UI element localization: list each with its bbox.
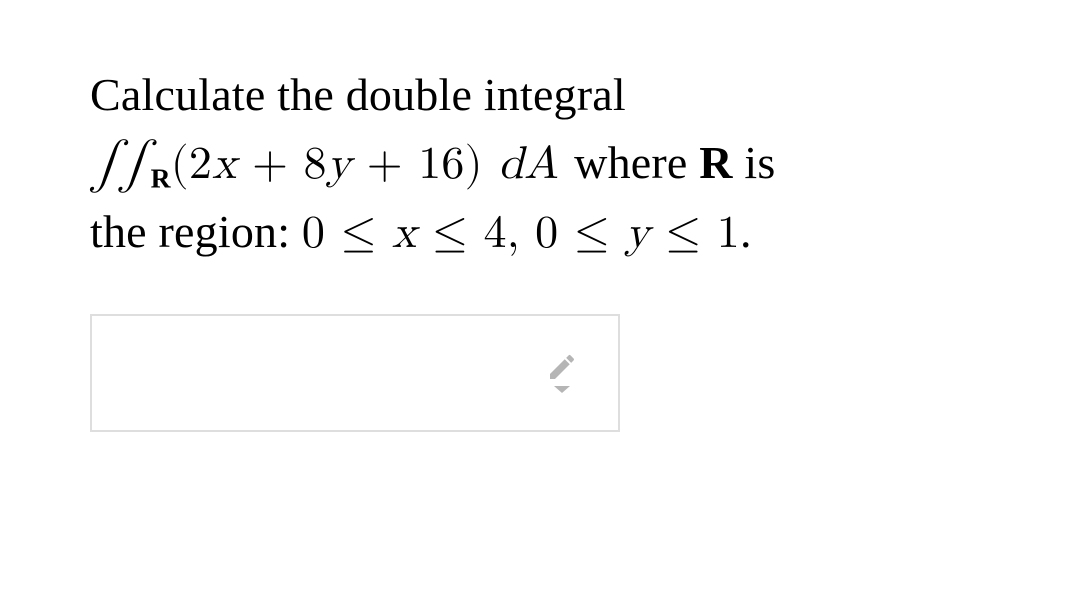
le-3: ≤ bbox=[558, 210, 625, 256]
space bbox=[483, 141, 498, 187]
period: . bbox=[740, 206, 752, 257]
zero-2: 0 bbox=[535, 210, 558, 256]
term1-coef: 2 bbox=[189, 141, 212, 187]
integral-expression: ∫∫R(2x + 8y + 16) dA bbox=[90, 141, 574, 187]
x-var: x bbox=[392, 210, 417, 256]
equation-editor-button[interactable] bbox=[546, 351, 578, 395]
one: 1 bbox=[717, 210, 740, 256]
term2-var: y bbox=[327, 141, 352, 187]
comma: , bbox=[507, 210, 535, 256]
region-subscript: R bbox=[151, 162, 171, 193]
const-term: 16 bbox=[418, 141, 464, 187]
le-4: ≤ bbox=[650, 210, 717, 256]
term2-coef: 8 bbox=[304, 141, 327, 187]
question-text: Calculate the double integral ∫∫R(2x + 8… bbox=[90, 62, 990, 266]
where-text: where bbox=[574, 137, 699, 188]
differential-d: d bbox=[498, 141, 524, 187]
zero-1: 0 bbox=[302, 210, 325, 256]
four: 4 bbox=[483, 210, 506, 256]
plus-1: + bbox=[237, 141, 304, 187]
chevron-down-icon bbox=[553, 385, 571, 395]
le-2: ≤ bbox=[417, 210, 484, 256]
plus-2: + bbox=[351, 141, 418, 187]
answer-input[interactable] bbox=[92, 316, 546, 430]
region-R-bold: R bbox=[699, 137, 732, 188]
region-bounds: 0 ≤ x ≤ 4, 0 ≤ y ≤ 1 bbox=[302, 210, 740, 256]
region-prefix: the region: bbox=[90, 206, 302, 257]
answer-box[interactable] bbox=[90, 314, 620, 432]
term1-var: x bbox=[212, 141, 237, 187]
pencil-icon bbox=[546, 351, 578, 383]
question-container: Calculate the double integral ∫∫R(2x + 8… bbox=[0, 0, 1080, 432]
integral-symbol-2: ∫ bbox=[118, 140, 150, 188]
differential-A: A bbox=[524, 141, 559, 187]
y-var: y bbox=[625, 210, 650, 256]
is-text: is bbox=[733, 137, 776, 188]
prompt-line1: Calculate the double integral bbox=[90, 69, 626, 120]
le-1: ≤ bbox=[325, 210, 392, 256]
open-paren: ( bbox=[171, 141, 189, 187]
close-paren: ) bbox=[465, 141, 483, 187]
